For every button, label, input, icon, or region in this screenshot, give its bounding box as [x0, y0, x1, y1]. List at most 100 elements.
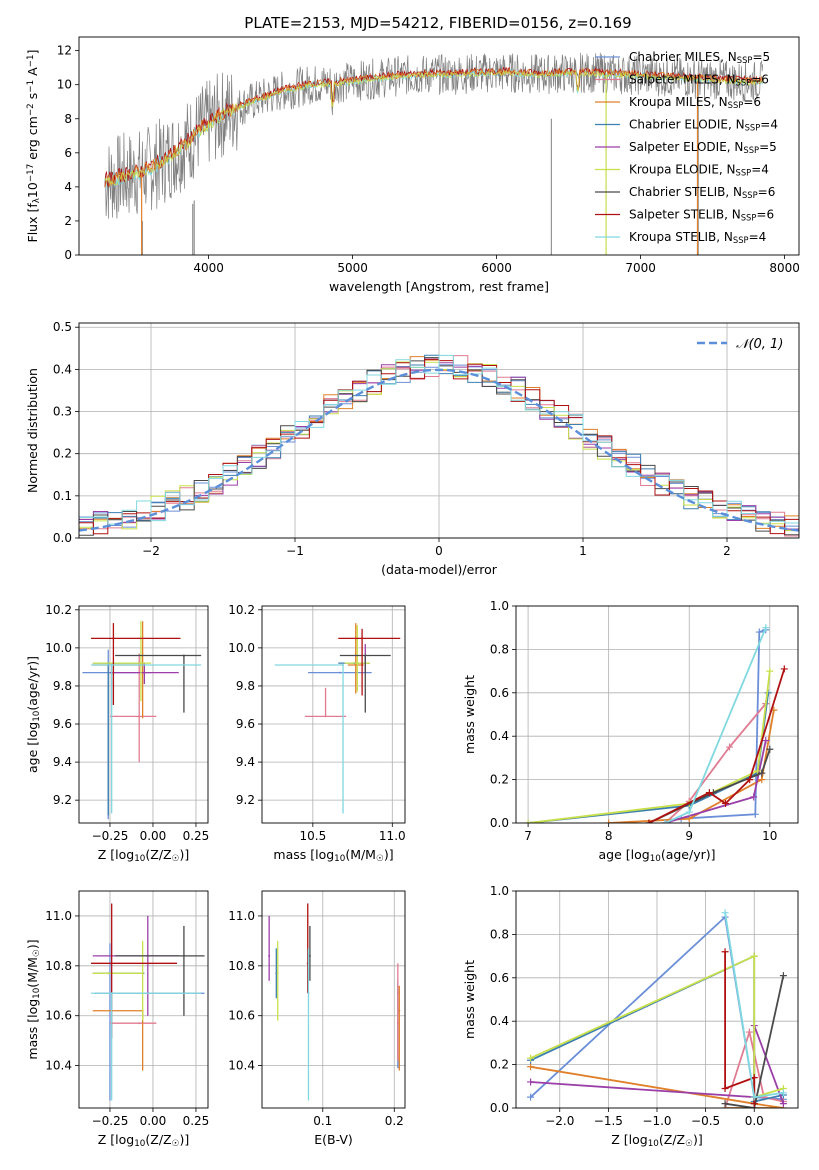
data-point-chabrier-elodie [275, 972, 278, 975]
series-line-salpeter-miles [664, 703, 767, 823]
tick-label-y: 9.8 [236, 679, 255, 693]
legend-label-chabrier-elodie: Chabrier ELODIE, NSSP=4 [629, 118, 778, 133]
data-point-salpeter-elodie [268, 954, 271, 957]
legend-label-kroupa-miles: Kroupa MILES, NSSP=6 [629, 95, 761, 110]
tick-label-y: 9.8 [53, 679, 72, 693]
tick-label-y: 11.0 [228, 909, 255, 923]
tick-label-x: 8 [605, 829, 613, 843]
data-point-kroupa-stelib [110, 664, 113, 667]
data-point-salpeter-stelib [112, 637, 115, 640]
data-point-chabrier-stelib [182, 954, 185, 957]
x-axis-label: mass [log10(M/M☉)] [273, 847, 393, 864]
series-marker-kroupa-stelib [762, 624, 770, 632]
series-marker-chabrier-stelib [766, 745, 774, 753]
tick-label-y: 9.2 [236, 793, 255, 807]
series-line-salpeter-elodie [664, 740, 767, 823]
axes-frame [261, 890, 406, 1109]
tick-label-y: 0.2 [53, 447, 72, 461]
y-axis-label: Flux [fλ10−17 erg cm−2 s−1 A−1] [25, 50, 42, 243]
series-marker-kroupa-elodie [750, 952, 758, 960]
series-line-chabrier-miles [681, 629, 767, 820]
axes-frame [261, 605, 406, 824]
errorbar-layer [268, 903, 401, 1101]
tick-label-y: 10.0 [45, 641, 72, 655]
tick-label-x: 0.0 [745, 1114, 764, 1128]
legend-label-kroupa-elodie: Kroupa ELODIE, NSSP=4 [629, 163, 769, 178]
legend-label-chabrier-miles: Chabrier MILES, NSSP=5 [629, 50, 770, 65]
series-line-kroupa-elodie [530, 954, 784, 1099]
y-axis-label: mass weight [462, 675, 477, 754]
tick-label-y: 10.8 [228, 959, 255, 973]
series-marker-kroupa-stelib [685, 808, 693, 816]
tick-label-x: 10.5 [299, 829, 326, 843]
series-marker-kroupa-stelib [750, 1093, 758, 1101]
data-point-salpeter-miles [138, 1022, 141, 1025]
series-marker-salpeter-stelib [746, 776, 754, 784]
tick-label-x: −2.0 [545, 1114, 574, 1128]
tick-label-x: 0.25 [183, 829, 210, 843]
series-marker-salpeter-stelib [780, 665, 788, 673]
series-marker-salpeter-stelib [721, 948, 729, 956]
series-marker-chabrier-miles [755, 628, 763, 636]
data-point-salpeter-stelib [361, 637, 364, 640]
series-line-salpeter-stelib [724, 951, 756, 1104]
tick-label-y: 10.6 [228, 1009, 255, 1023]
data-point-salpeter-miles [324, 715, 327, 718]
tick-label-y: 0.4 [490, 729, 509, 743]
series-marker-salpeter-elodie [750, 793, 758, 801]
y-axis-label: mass [log10(M/M☉)] [25, 939, 42, 1059]
y-axis-label: mass weight [462, 960, 477, 1039]
series-marker-kroupa-miles [758, 776, 766, 784]
series-line-chabrier-stelib [648, 748, 771, 823]
data-point-kroupa-elodie [141, 972, 144, 975]
line-layer [527, 909, 787, 1108]
tick-label-x: 1 [579, 544, 587, 558]
tick-label-x: 0.25 [183, 1114, 210, 1128]
tick-label-y: 9.4 [236, 755, 255, 769]
tick-label-x: 9 [685, 829, 693, 843]
tick-label-y: 6 [64, 146, 72, 160]
data-point-kroupa-miles [398, 1009, 401, 1012]
histogram-step-kroupa-stelib [79, 354, 799, 525]
tick-label-y: 8 [64, 112, 72, 126]
line-layer [524, 624, 788, 823]
data-point-salpeter-miles [396, 1022, 399, 1025]
x-axis-label: Z [log10(Z/Z☉)] [98, 847, 189, 864]
series-marker-chabrier-stelib [721, 1100, 729, 1108]
tick-label-y: 0.3 [53, 405, 72, 419]
series-marker-salpeter-stelib [721, 1084, 729, 1092]
series-marker-salpeter-stelib [750, 1100, 758, 1108]
normal-curve [79, 368, 799, 532]
tick-label-y: 0.2 [490, 773, 509, 787]
tick-label-y: 10.6 [45, 1009, 72, 1023]
axes-frame [78, 322, 800, 539]
legend: Chabrier MILES, NSSP=5 Salpeter MILES, NS… [595, 50, 778, 245]
mass-vs-metallicity-panel: −0.25 0.00 0.25 10.4 10.6 10.8 11.0 Z [log10(Z/… [25, 890, 210, 1149]
axes-frame [78, 605, 209, 824]
series-marker-salpeter-stelib [721, 799, 729, 807]
data-point-salpeter-stelib [110, 962, 113, 965]
y-axis-label: Normed distribution [25, 368, 40, 493]
tick-label-y: 10 [57, 78, 72, 92]
tick-label-x: 8000 [769, 261, 800, 275]
legend-label-kroupa-stelib: Kroupa STELIB, NSSP=4 [629, 230, 766, 245]
tick-label-y: 0 [64, 248, 72, 262]
tick-label-x: 0.1 [313, 1114, 332, 1128]
tick-label-y: 0.8 [490, 927, 509, 941]
errorbar-layer [91, 903, 205, 1101]
series-line-kroupa-miles [530, 1065, 784, 1108]
tick-label-y: 10.2 [45, 603, 72, 617]
tick-label-y: 2 [64, 214, 72, 228]
data-point-kroupa-elodie [139, 662, 142, 665]
data-point-salpeter-miles [138, 715, 141, 718]
tick-label-y: 0.4 [490, 1014, 509, 1028]
data-point-kroupa-stelib [307, 992, 310, 995]
tick-label-x: 10 [762, 829, 777, 843]
tick-label-x: −2 [142, 544, 160, 558]
axes-frame [515, 890, 799, 1109]
data-point-kroupa-stelib [342, 664, 345, 667]
tick-label-y: 0.8 [490, 642, 509, 656]
tick-label-y: 0.6 [490, 686, 509, 700]
tick-label-y: 10.4 [45, 1059, 72, 1073]
series-marker-chabrier-miles [751, 810, 759, 818]
